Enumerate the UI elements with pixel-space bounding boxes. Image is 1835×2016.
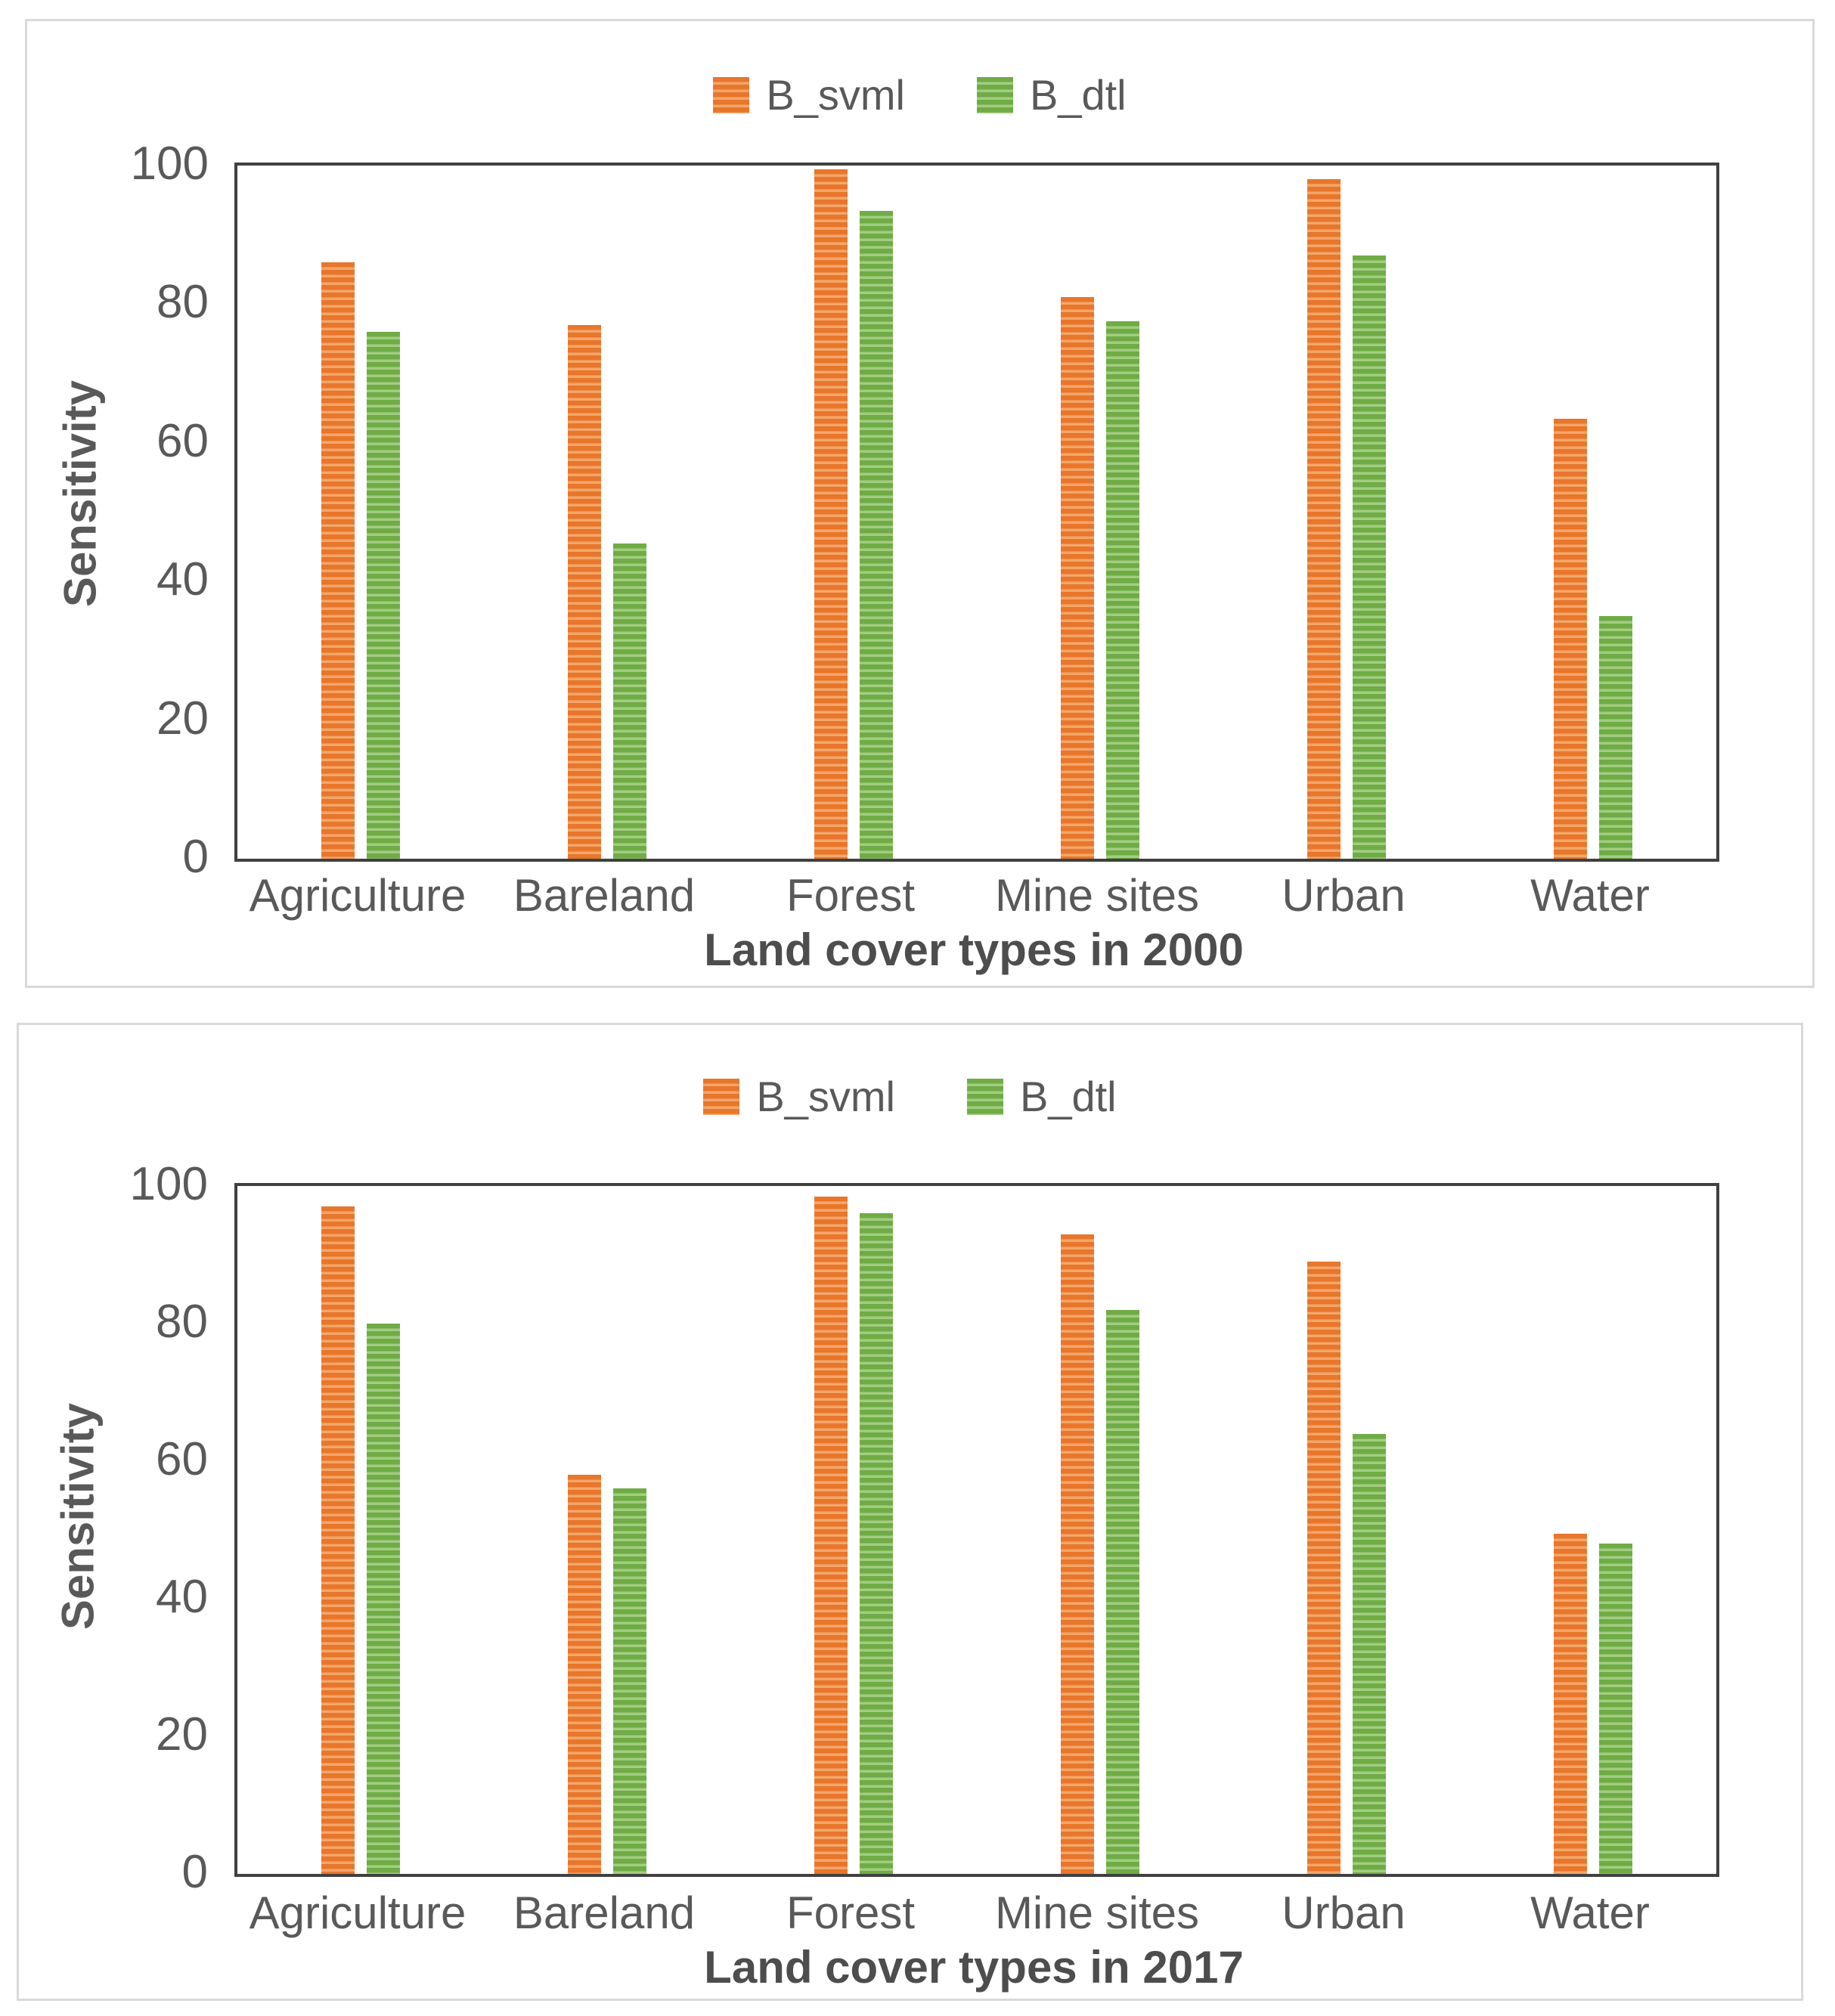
legend-item-b-dtl: B_dtl bbox=[976, 70, 1127, 119]
bar-b-svml-bareland bbox=[568, 324, 601, 859]
bar-b-dtl-water bbox=[1599, 1544, 1632, 1874]
category-label-bareland: Bareland bbox=[513, 870, 696, 921]
legend-label: B_dtl bbox=[1029, 71, 1127, 119]
legend-swatch-b-dtl bbox=[966, 1078, 1003, 1115]
y-tick-label: 60 bbox=[157, 414, 209, 467]
category-label-agriculture: Agriculture bbox=[249, 870, 466, 921]
bar-b-svml-mine-sites bbox=[1061, 297, 1094, 859]
bar-b-svml-urban bbox=[1307, 1262, 1341, 1874]
bar-b-dtl-mine-sites bbox=[1106, 321, 1139, 859]
category-label-mine-sites: Mine sites bbox=[994, 1887, 1200, 1938]
legend-swatch-b-dtl bbox=[976, 76, 1013, 113]
y-tick-label: 0 bbox=[181, 1846, 208, 1898]
y-tick-label: 80 bbox=[157, 276, 209, 329]
bar-b-dtl-agriculture bbox=[367, 332, 400, 859]
legend-item-b-svml: B_svml bbox=[713, 70, 905, 119]
y-tick-label: 80 bbox=[156, 1296, 208, 1348]
y-tick-label: 20 bbox=[156, 1708, 208, 1761]
y-tick-label: 20 bbox=[157, 692, 209, 745]
y-tick-label: 40 bbox=[157, 553, 209, 606]
legend-swatch-b-svml bbox=[713, 76, 750, 113]
bar-b-svml-forest bbox=[814, 169, 848, 859]
bar-b-dtl-forest bbox=[860, 1213, 893, 1874]
x-axis-category-labels: Agriculture Bareland Forest Mine sites Urban… bbox=[234, 869, 1713, 921]
category-label-forest: Forest bbox=[786, 1887, 916, 1938]
bar-b-dtl-water bbox=[1599, 616, 1632, 859]
category-label-water: Water bbox=[1530, 1887, 1650, 1938]
y-tick-label: 100 bbox=[129, 1158, 208, 1210]
category-label-agriculture: Agriculture bbox=[249, 1887, 466, 1938]
y-tick-label: 40 bbox=[156, 1571, 208, 1623]
bar-b-svml-water bbox=[1554, 1533, 1587, 1874]
bar-b-svml-water bbox=[1554, 418, 1587, 859]
y-tick-label: 60 bbox=[156, 1433, 208, 1485]
category-label-water: Water bbox=[1530, 870, 1650, 921]
category-label-bareland: Bareland bbox=[513, 1887, 696, 1938]
legend-label: B_svml bbox=[756, 1073, 895, 1120]
y-tick-label: 100 bbox=[130, 138, 209, 190]
legend: B_svml B_dtl bbox=[27, 70, 1812, 119]
bar-b-dtl-bareland bbox=[613, 1488, 646, 1874]
bar-b-dtl-forest bbox=[860, 210, 893, 859]
legend-label: B_svml bbox=[766, 71, 905, 119]
category-label-forest: Forest bbox=[786, 870, 916, 921]
bar-b-dtl-agriculture bbox=[367, 1324, 400, 1874]
bar-b-svml-bareland bbox=[568, 1475, 601, 1874]
chart-panel-2000: B_svml B_dtl Sensitivity Agriculture Barel… bbox=[25, 19, 1815, 988]
category-label-urban: Urban bbox=[1282, 1887, 1406, 1938]
legend-label: B_dtl bbox=[1019, 1073, 1117, 1120]
bar-b-svml-mine-sites bbox=[1061, 1234, 1094, 1874]
chart-panel-2017: B_svml B_dtl Sensitivity Agriculture Barel… bbox=[17, 1023, 1803, 2001]
x-axis-title: Land cover types in 2000 bbox=[704, 924, 1244, 975]
category-label-mine-sites: Mine sites bbox=[994, 870, 1200, 921]
x-axis-category-labels: Agriculture Bareland Forest Mine sites Urban… bbox=[234, 1887, 1713, 1939]
legend: B_svml B_dtl bbox=[19, 1072, 1801, 1121]
bar-b-svml-urban bbox=[1307, 179, 1341, 859]
bar-b-svml-agriculture bbox=[321, 262, 355, 859]
legend-item-b-dtl: B_dtl bbox=[966, 1072, 1117, 1121]
legend-item-b-svml: B_svml bbox=[703, 1072, 895, 1121]
bar-b-dtl-mine-sites bbox=[1106, 1309, 1139, 1874]
legend-swatch-b-svml bbox=[703, 1078, 740, 1115]
bar-b-dtl-bareland bbox=[613, 543, 646, 859]
bar-b-dtl-urban bbox=[1353, 255, 1386, 859]
bar-b-svml-agriculture bbox=[321, 1206, 355, 1874]
bar-b-dtl-urban bbox=[1353, 1433, 1386, 1874]
x-axis-title: Land cover types in 2017 bbox=[704, 1942, 1244, 1993]
bar-b-svml-forest bbox=[814, 1196, 848, 1874]
y-tick-label: 0 bbox=[182, 831, 209, 883]
plot-area bbox=[234, 1183, 1719, 1877]
category-label-urban: Urban bbox=[1282, 870, 1406, 921]
plot-area bbox=[234, 163, 1719, 862]
